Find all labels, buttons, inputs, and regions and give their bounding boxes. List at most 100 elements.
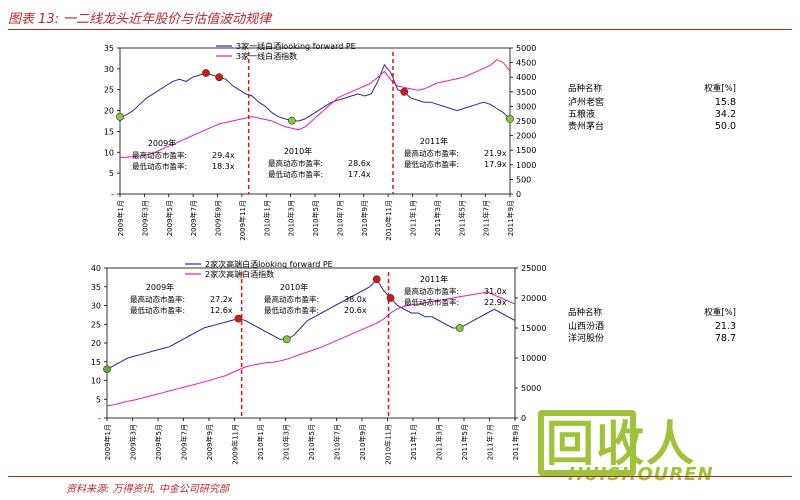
left-tick-label: 5 [109, 169, 114, 178]
legend-label-2: 2家次高端白酒指数 [205, 269, 274, 279]
weights-row-weight: 34.2 [715, 109, 736, 120]
x-tick-label: 2010年3月 [287, 200, 296, 236]
annotation-low-value: 17.4x [348, 170, 371, 179]
right-tick-label: 1000 [516, 161, 536, 170]
x-tick-label: 2010年7月 [333, 424, 342, 460]
right-tick-label: 4000 [516, 73, 536, 82]
weights-row-weight: 21.3 [715, 321, 736, 332]
left-tick-label: 30 [91, 302, 101, 311]
x-tick-label: 2010年7月 [335, 200, 344, 236]
weights-row-name: 贵州茅台 [568, 120, 604, 132]
x-tick-label: 2009年7月 [189, 200, 198, 236]
legend-label-1: 2家次高端白酒looking forward PE [205, 259, 333, 269]
annotation-year: 2010年 [284, 146, 312, 156]
left-tick-label: 15 [104, 127, 114, 136]
x-tick-label: 2011年3月 [433, 200, 442, 236]
x-tick-label: 2011年7月 [482, 200, 491, 236]
weights-row-name: 洋河股份 [568, 332, 604, 344]
annotation-low-value: 17.9x [484, 160, 507, 169]
left-tick-label: 25 [91, 320, 101, 329]
right-tick-label: 20000 [521, 294, 546, 303]
x-tick-label: 2009年5月 [165, 200, 174, 236]
right-tick-label: 5000 [516, 44, 536, 53]
right-tick-label: 0 [521, 414, 526, 423]
weights-row-weight: 50.0 [715, 121, 736, 132]
right-tick-label: 3500 [516, 88, 536, 97]
left-tick-label: 10 [104, 148, 114, 157]
annotation-year: 2011年 [420, 136, 448, 146]
left-tick-label: 20 [104, 107, 114, 116]
annotation-year: 2010年 [280, 282, 308, 292]
pe-marker [202, 69, 210, 77]
left-tick-label: 5 [96, 395, 101, 404]
weights-row-name: 五粮液 [568, 108, 595, 120]
x-tick-label: 2010年1月 [262, 200, 271, 236]
x-tick-label: 2010年1月 [256, 424, 265, 460]
series-line-2 [119, 59, 511, 158]
right-tick-label: 2500 [516, 117, 536, 126]
weights-row-name: 泸州老窖 [568, 96, 604, 108]
annotation-low-value: 18.3x [212, 162, 235, 171]
x-tick-label: 2010年9月 [358, 424, 367, 460]
right-tick-label: 10000 [521, 354, 546, 363]
annotation-high-label: 最高动态市盈率: [404, 286, 459, 296]
x-tick-label: 2010年5月 [307, 424, 316, 460]
left-tick-label: 40 [91, 264, 101, 273]
watermark-box [538, 410, 636, 476]
x-tick-label: 2009年3月 [140, 200, 149, 236]
x-tick-label: 2011年5月 [460, 424, 469, 460]
header-rule [8, 29, 792, 30]
figure-header: 图表 13: 一二线龙头近年股价与估值波动规律 [8, 8, 792, 30]
annotation-high-value: 27.2x [210, 295, 233, 304]
left-tick-label: - [98, 414, 101, 423]
x-tick-label: 2011年7月 [486, 424, 495, 460]
left-tick-label: 25 [104, 86, 114, 95]
x-tick-label: 2010年11月 [384, 200, 393, 241]
x-tick-label: 2011年9月 [511, 424, 520, 460]
annotation-high-label: 最高动态市盈率: [130, 294, 185, 304]
left-tick-label: - [111, 190, 114, 199]
figure-title: 图表 13: 一二线龙头近年股价与估值波动规律 [8, 12, 272, 27]
annotation-high-value: 29.4x [212, 151, 235, 160]
annotation-high-label: 最高动态市盈率: [132, 150, 187, 160]
x-tick-label: 2009年1月 [116, 200, 125, 236]
pe-marker [455, 324, 464, 332]
series-line-2 [106, 291, 516, 407]
pe-marker [282, 335, 291, 344]
right-tick-label: 0 [516, 190, 521, 199]
weights-header-name: 品种名称 [568, 307, 603, 318]
x-tick-label: 2010年9月 [360, 200, 369, 236]
right-tick-label: 5000 [521, 384, 541, 393]
x-tick-label: 2009年9月 [214, 200, 223, 236]
pe-marker [400, 87, 409, 96]
annotation-high-label: 最高动态市盈率: [268, 158, 323, 168]
x-tick-label: 2009年11月 [231, 424, 240, 465]
weights-header-weight: 权重[%] [704, 307, 736, 318]
x-tick-label: 2011年1月 [409, 200, 418, 236]
annotation-low-label: 最低动态市盈率: [268, 169, 323, 179]
pe-marker [372, 275, 381, 284]
weights-header-name: 品种名称 [568, 83, 603, 94]
annotation-low-value: 20.6x [344, 306, 367, 315]
pe-marker [234, 314, 243, 323]
figure-footer: 资料来源: 万得资讯, 中金公司研究部 [8, 476, 792, 496]
x-tick-label: 2009年11月 [238, 200, 247, 241]
right-tick-label: 3000 [516, 102, 536, 111]
annotation-low-label: 最低动态市盈率: [404, 159, 459, 169]
watermark-text: 回收人 [546, 416, 697, 472]
annotation-low-label: 最低动态市盈率: [132, 161, 187, 171]
pe-marker [386, 294, 395, 302]
pe-marker [116, 112, 124, 121]
x-tick-label: 2010年11月 [384, 424, 393, 465]
weights-row-weight: 78.7 [715, 333, 736, 344]
annotation-low-value: 22.9x [484, 298, 507, 307]
right-tick-label: 1500 [516, 146, 536, 155]
watermark-text-en: HUISHOUREN [568, 464, 714, 485]
x-tick-label: 2011年5月 [457, 200, 466, 236]
annotation-high-value: 31.0x [484, 287, 507, 296]
annotation-year: 2011年 [420, 274, 448, 284]
left-tick-label: 35 [91, 283, 101, 292]
x-tick-label: 2011年3月 [435, 424, 444, 460]
chart-bottom: 40 35 30 25 20 15 10 5 - 25000 20000 15000 10000 5000… [91, 259, 736, 465]
source-note: 资料来源: 万得资讯, 中金公司研究部 [66, 484, 229, 495]
